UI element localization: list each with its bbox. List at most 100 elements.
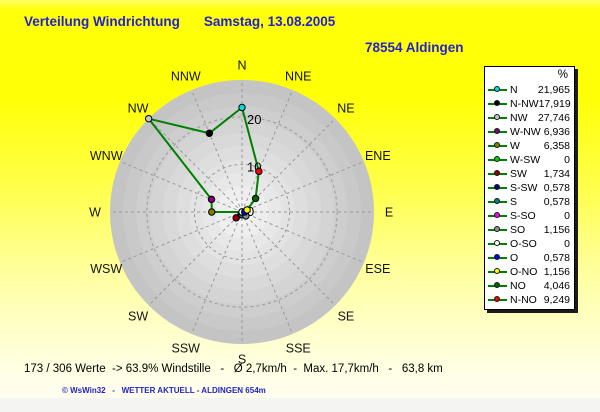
ring-20: [146, 116, 338, 308]
legend-label: N-NO: [510, 294, 537, 306]
spoke-SSE: [241, 211, 293, 335]
legend-label: W-SW: [510, 154, 541, 166]
legend-row-O: O 0,578: [485, 251, 574, 265]
compass-label-N: N: [237, 59, 246, 73]
legend-label: W-NW: [510, 126, 541, 138]
legend-label: SW: [510, 168, 527, 180]
legend-row-W-NW: W-NW 6,936: [485, 125, 574, 139]
legend-row-W: W 6,358: [485, 139, 574, 153]
data-point-NE: [251, 194, 260, 203]
spoke-SSW: [191, 211, 243, 335]
compass-label-WNW: WNW: [90, 149, 123, 163]
compass-label-SSW: SSW: [172, 341, 201, 355]
compass-label-NNE: NNE: [285, 70, 311, 84]
compass-label-SSE: SSE: [286, 341, 311, 355]
spoke-ENE: [241, 161, 365, 213]
compass-label-ENE: ENE: [365, 149, 391, 163]
compass-label-NW: NW: [128, 102, 149, 116]
wind-rose-chart: 0 10 20 N NNW NW WNW W WSW SW SSW S SSE SE ESE E ENE NE NN…: [72, 42, 412, 382]
footer-strip: [0, 398, 600, 412]
compass-label-ESE: ESE: [365, 262, 390, 276]
legend-value: 1,734: [543, 168, 570, 180]
compass-label-WSW: WSW: [90, 262, 122, 276]
legend-row-SO: SO 1,156: [485, 223, 574, 237]
stats-line: 173 / 306 Werte -> 63.9% Windstille - Ø …: [24, 363, 443, 375]
legend-label: S-SO: [510, 210, 536, 222]
legend-label: O-NO: [510, 266, 538, 278]
legend-label: NW: [510, 112, 528, 124]
legend-value: 0,578: [543, 252, 570, 264]
legend-value: 4,046: [543, 280, 570, 292]
data-point-NW: [144, 114, 153, 123]
legend-marker-icon: [488, 170, 507, 179]
legend-marker-icon: [488, 184, 507, 193]
legend-value: 0,578: [543, 196, 570, 208]
station-label: 78554 Aldingen: [365, 40, 464, 55]
data-point-WNW: [207, 195, 216, 204]
legend-label: O-SO: [510, 238, 537, 250]
data-point-NNW: [205, 129, 214, 137]
legend-row-N-NW: N-NW 17,919: [485, 97, 574, 111]
legend-value: 1,156: [543, 224, 570, 236]
ring-label-20: 20: [247, 112, 261, 127]
spoke-ESE: [241, 211, 365, 263]
legend-marker-icon: [488, 86, 507, 95]
legend-marker-icon: [488, 240, 507, 249]
legend-row-S: S 0,578: [485, 195, 574, 209]
legend-box: % N 21,965 N-NW 17,919 NW 27,746 W-NW 6,936 W 6,3…: [484, 66, 575, 310]
legend-label: O: [510, 252, 519, 264]
legend-marker-icon: [488, 282, 507, 291]
title-row: Verteilung Windrichtung Samstag, 13.08.2…: [24, 14, 335, 29]
legend-row-S-SO: S-SO 0: [485, 209, 574, 223]
legend-value: 0: [564, 154, 570, 166]
legend-label: N-NW: [510, 98, 539, 110]
legend-marker-icon: [488, 296, 507, 305]
spoke-NW: [148, 118, 243, 213]
legend-marker-icon: [488, 156, 507, 165]
compass-label-NE: NE: [337, 102, 354, 116]
legend-value: 17,919: [538, 98, 571, 110]
legend-marker-icon: [488, 268, 507, 277]
legend-row-SW: SW 1,734: [485, 167, 574, 181]
legend-row-O-NO: O-NO 1,156: [485, 265, 574, 279]
wind-rose-svg: 01020NNNWNWWNWWWSWSWSSWSSSESEESEEENENENN…: [89, 59, 393, 367]
spoke-SE: [241, 211, 336, 306]
legend-value: 6,936: [543, 126, 570, 138]
legend-row-NW: NW 27,746: [485, 111, 574, 125]
legend-marker-icon: [488, 226, 507, 235]
legend-row-O-SO: O-SO 0: [485, 237, 574, 251]
data-point-NNE: [255, 167, 263, 176]
legend-unit-header: %: [557, 69, 568, 81]
legend-row-W-SW: W-SW 0: [485, 153, 574, 167]
data-point-ENE: [243, 206, 251, 214]
compass-label-E: E: [385, 206, 393, 220]
legend-label: W: [510, 140, 520, 152]
copyright-line: © WsWin32 - WETTER AKTUELL - ALDINGEN 65…: [62, 386, 266, 395]
spoke-NE: [241, 118, 336, 213]
legend-label: NO: [510, 280, 526, 292]
legend-marker-icon: [488, 142, 507, 151]
legend-value: 1,156: [543, 266, 570, 278]
legend-marker-icon: [488, 254, 507, 263]
legend-value: 0: [564, 238, 570, 250]
compass-label-SE: SE: [338, 309, 355, 323]
data-point-N: [238, 103, 246, 112]
legend-rows: N 21,965 N-NW 17,919 NW 27,746 W-NW 6,936 W 6,358…: [485, 83, 574, 307]
legend-row-NO: NO 4,046: [485, 279, 574, 293]
compass-label-NNW: NNW: [171, 70, 201, 84]
compass-label-S: S: [238, 353, 246, 367]
legend-marker-icon: [488, 100, 507, 109]
legend-marker-icon: [488, 212, 507, 221]
legend-value: 27,746: [537, 112, 570, 124]
ring-label-0: 0: [247, 204, 254, 219]
legend-row-S-SW: S-SW 0,578: [485, 181, 574, 195]
page-date: Samstag, 13.08.2005: [203, 14, 336, 29]
ring-10: [193, 163, 291, 261]
legend-marker-icon: [488, 114, 507, 123]
compass-label-W: W: [89, 206, 101, 220]
legend-row-N: N 21,965: [485, 83, 574, 97]
legend-row-N-NO: N-NO 9,249: [485, 293, 574, 307]
legend-label: S: [510, 196, 518, 208]
legend-marker-icon: [488, 128, 507, 137]
